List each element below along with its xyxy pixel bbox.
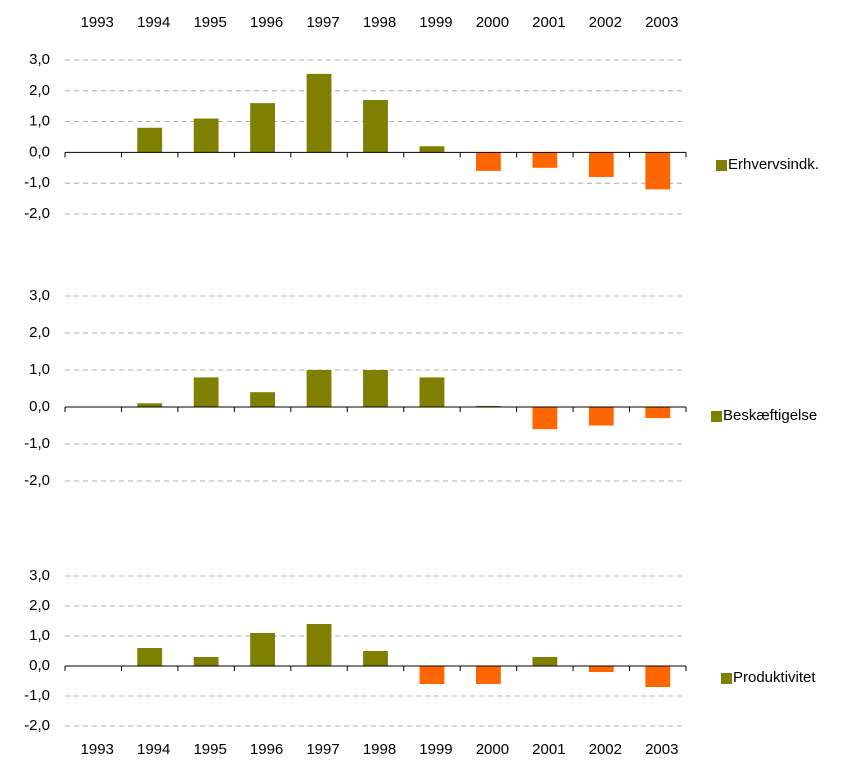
y-tick-label: 1,0 <box>29 627 50 644</box>
bar <box>137 127 163 153</box>
bar <box>532 407 558 430</box>
y-tick-label: 1,0 <box>29 113 50 130</box>
x-tick-label: 2001 <box>532 14 565 31</box>
x-tick-label: 1995 <box>193 741 226 758</box>
y-tick-label: 0,0 <box>29 143 50 160</box>
bar <box>475 666 501 684</box>
bar <box>645 152 671 190</box>
x-tick-label: 1999 <box>419 14 452 31</box>
x-tick-label: 1998 <box>363 741 396 758</box>
y-tick-label: 1,0 <box>29 361 50 378</box>
bar <box>363 370 388 407</box>
bar <box>363 651 388 666</box>
y-tick-label: 2,0 <box>29 597 50 614</box>
x-tick-label: 1997 <box>306 14 339 31</box>
y-tick-label: 0,0 <box>29 657 50 674</box>
y-tick-label: 3,0 <box>29 287 50 304</box>
y-tick-label: -2,0 <box>24 205 50 222</box>
y-tick-label: 3,0 <box>29 51 50 68</box>
bar <box>475 405 501 407</box>
bar <box>532 152 558 168</box>
x-tick-label: 2000 <box>476 741 509 758</box>
x-tick-label: 2003 <box>645 741 678 758</box>
bar <box>588 666 614 672</box>
x-tick-label: 1997 <box>306 741 339 758</box>
bar <box>250 392 276 407</box>
x-tick-label: 2002 <box>589 741 622 758</box>
y-tick-label: 2,0 <box>29 82 50 99</box>
x-tick-label: 1996 <box>250 741 283 758</box>
bar <box>363 100 388 153</box>
x-tick-label: 2002 <box>589 14 622 31</box>
x-tick-label: 2003 <box>645 14 678 31</box>
x-tick-label: 1999 <box>419 741 452 758</box>
legend-label: Produktivitet <box>733 669 816 686</box>
bar <box>193 118 219 153</box>
bar <box>532 657 558 666</box>
y-tick-label: -1,0 <box>24 435 50 452</box>
bar <box>419 666 445 684</box>
bar <box>193 657 219 666</box>
x-tick-label: 1996 <box>250 14 283 31</box>
y-tick-label: -2,0 <box>24 717 50 734</box>
bar <box>137 648 163 666</box>
bar <box>419 146 445 153</box>
bar <box>250 633 276 666</box>
bar <box>588 152 614 178</box>
x-tick-label: 2000 <box>476 14 509 31</box>
bar <box>588 407 614 426</box>
y-tick-label: 3,0 <box>29 567 50 584</box>
x-tick-label: 1995 <box>193 14 226 31</box>
bar <box>250 103 276 153</box>
y-tick-label: -1,0 <box>24 174 50 191</box>
bar <box>645 666 671 687</box>
y-tick-label: -1,0 <box>24 687 50 704</box>
bar <box>475 152 501 171</box>
legend-label: Erhvervsindk. <box>728 156 819 173</box>
bar <box>193 377 219 407</box>
x-tick-label: 1994 <box>137 14 170 31</box>
legend-swatch <box>711 411 722 422</box>
bar <box>645 407 671 419</box>
bar <box>306 370 332 407</box>
bar <box>137 403 163 407</box>
x-tick-label: 1998 <box>363 14 396 31</box>
x-tick-label: 1993 <box>81 741 114 758</box>
y-tick-label: 2,0 <box>29 324 50 341</box>
x-tick-label: 2001 <box>532 741 565 758</box>
bar <box>306 73 332 153</box>
x-tick-label: 1993 <box>81 14 114 31</box>
y-tick-label: -2,0 <box>24 472 50 489</box>
y-tick-label: 0,0 <box>29 398 50 415</box>
legend-label: Beskæftigelse <box>723 407 817 424</box>
x-tick-label: 1994 <box>137 741 170 758</box>
legend-swatch <box>721 673 732 684</box>
bar <box>306 624 332 666</box>
bar <box>419 377 445 407</box>
legend-swatch <box>716 160 727 171</box>
